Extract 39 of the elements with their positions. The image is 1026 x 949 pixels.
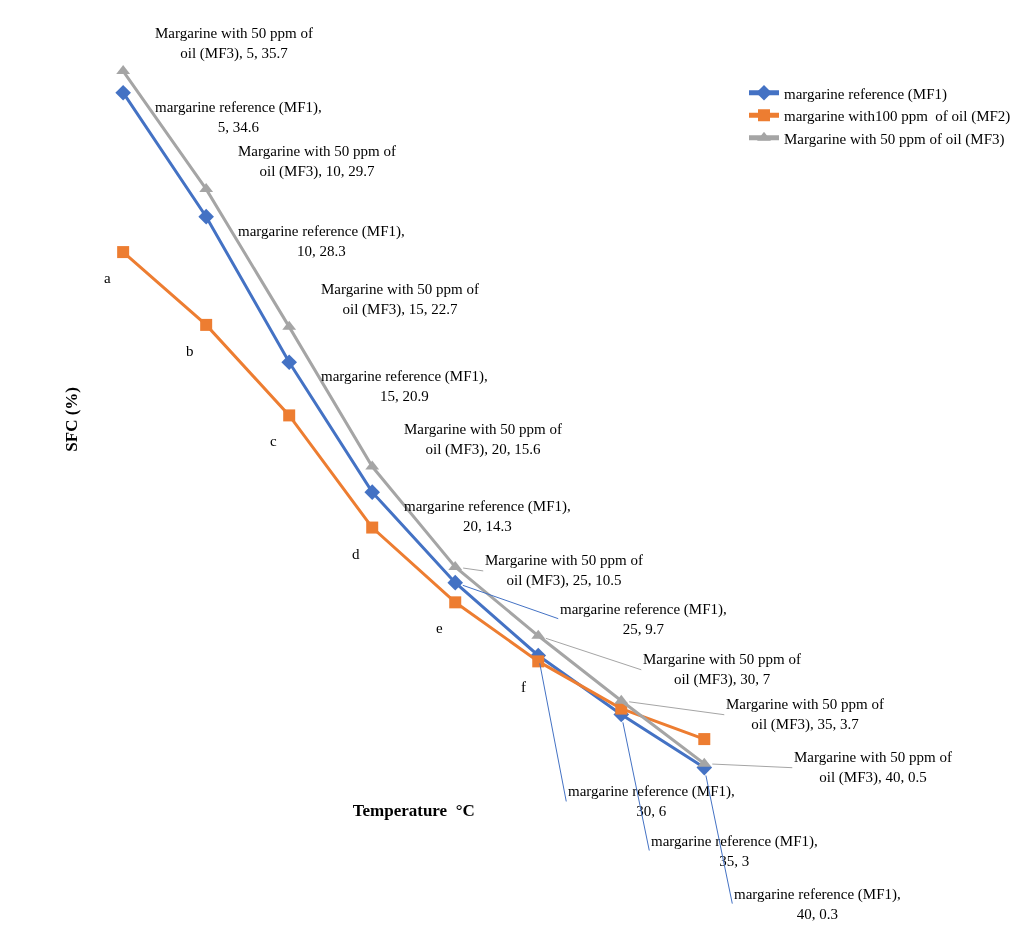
data-label: margarine reference (MF1), 20, 14.3 [404, 498, 571, 534]
data-label: f [521, 679, 526, 695]
point [115, 84, 131, 101]
legend-label: margarine with100 ppm of oil (MF2) [784, 108, 1011, 126]
data-label: margarine reference (MF1), 25, 9.7 [560, 601, 727, 637]
data-label: margarine reference (MF1), 5, 34.6 [155, 99, 322, 135]
point [449, 596, 462, 609]
data-label: margarine reference (MF1), 10, 28.3 [238, 223, 405, 259]
data-label: Margarine with 50 ppm of oil (MF3), 15, 22.7 [321, 281, 480, 318]
x-axis-title: Temperature °C [352, 800, 475, 820]
data-label: margarine reference (MF1), 35, 3 [651, 833, 818, 869]
data-label: Margarine with 50 ppm of oil (MF3), 35, 3.7 [726, 696, 885, 733]
data-label: Margarine with 50 ppm of oil (MF3), 40, 0.5 [794, 749, 953, 786]
data-label: margarine reference (MF1), 30, 6 [568, 783, 735, 819]
data-label: Margarine with 50 ppm of oil (MF3), 20, 15.6 [404, 421, 563, 458]
point [200, 318, 213, 331]
legend-label: Margarine with 50 ppm of oil (MF3) [784, 130, 1005, 148]
data-label: c [270, 433, 277, 449]
point [117, 246, 130, 259]
point [281, 354, 297, 371]
point [366, 521, 379, 534]
data-label: d [352, 546, 360, 562]
point [532, 655, 545, 668]
point [283, 409, 296, 422]
data-label: margarine reference (MF1), 15, 20.9 [321, 368, 488, 404]
point [447, 574, 464, 591]
data-label: Margarine with 50 ppm of oil (MF3), 25, 10.5 [485, 552, 644, 589]
data-label: Margarine with 50 ppm of oil (MF3), 5, 35.7 [155, 25, 314, 62]
point [364, 484, 381, 500]
data-label: margarine reference (MF1), 40, 0.3 [734, 886, 901, 922]
legend-label: margarine reference (MF1) [784, 85, 947, 103]
data-label: e [436, 620, 443, 636]
point [698, 733, 711, 746]
y-axis-title: SFC (%) [61, 386, 81, 452]
data-label: b [186, 343, 194, 359]
data-label: Margarine with 50 ppm of oil (MF3), 10, 29.7 [238, 143, 397, 180]
point [198, 208, 214, 225]
data-label: a [104, 270, 111, 286]
data-label: Margarine with 50 ppm of oil (MF3), 30, 7 [643, 651, 802, 688]
